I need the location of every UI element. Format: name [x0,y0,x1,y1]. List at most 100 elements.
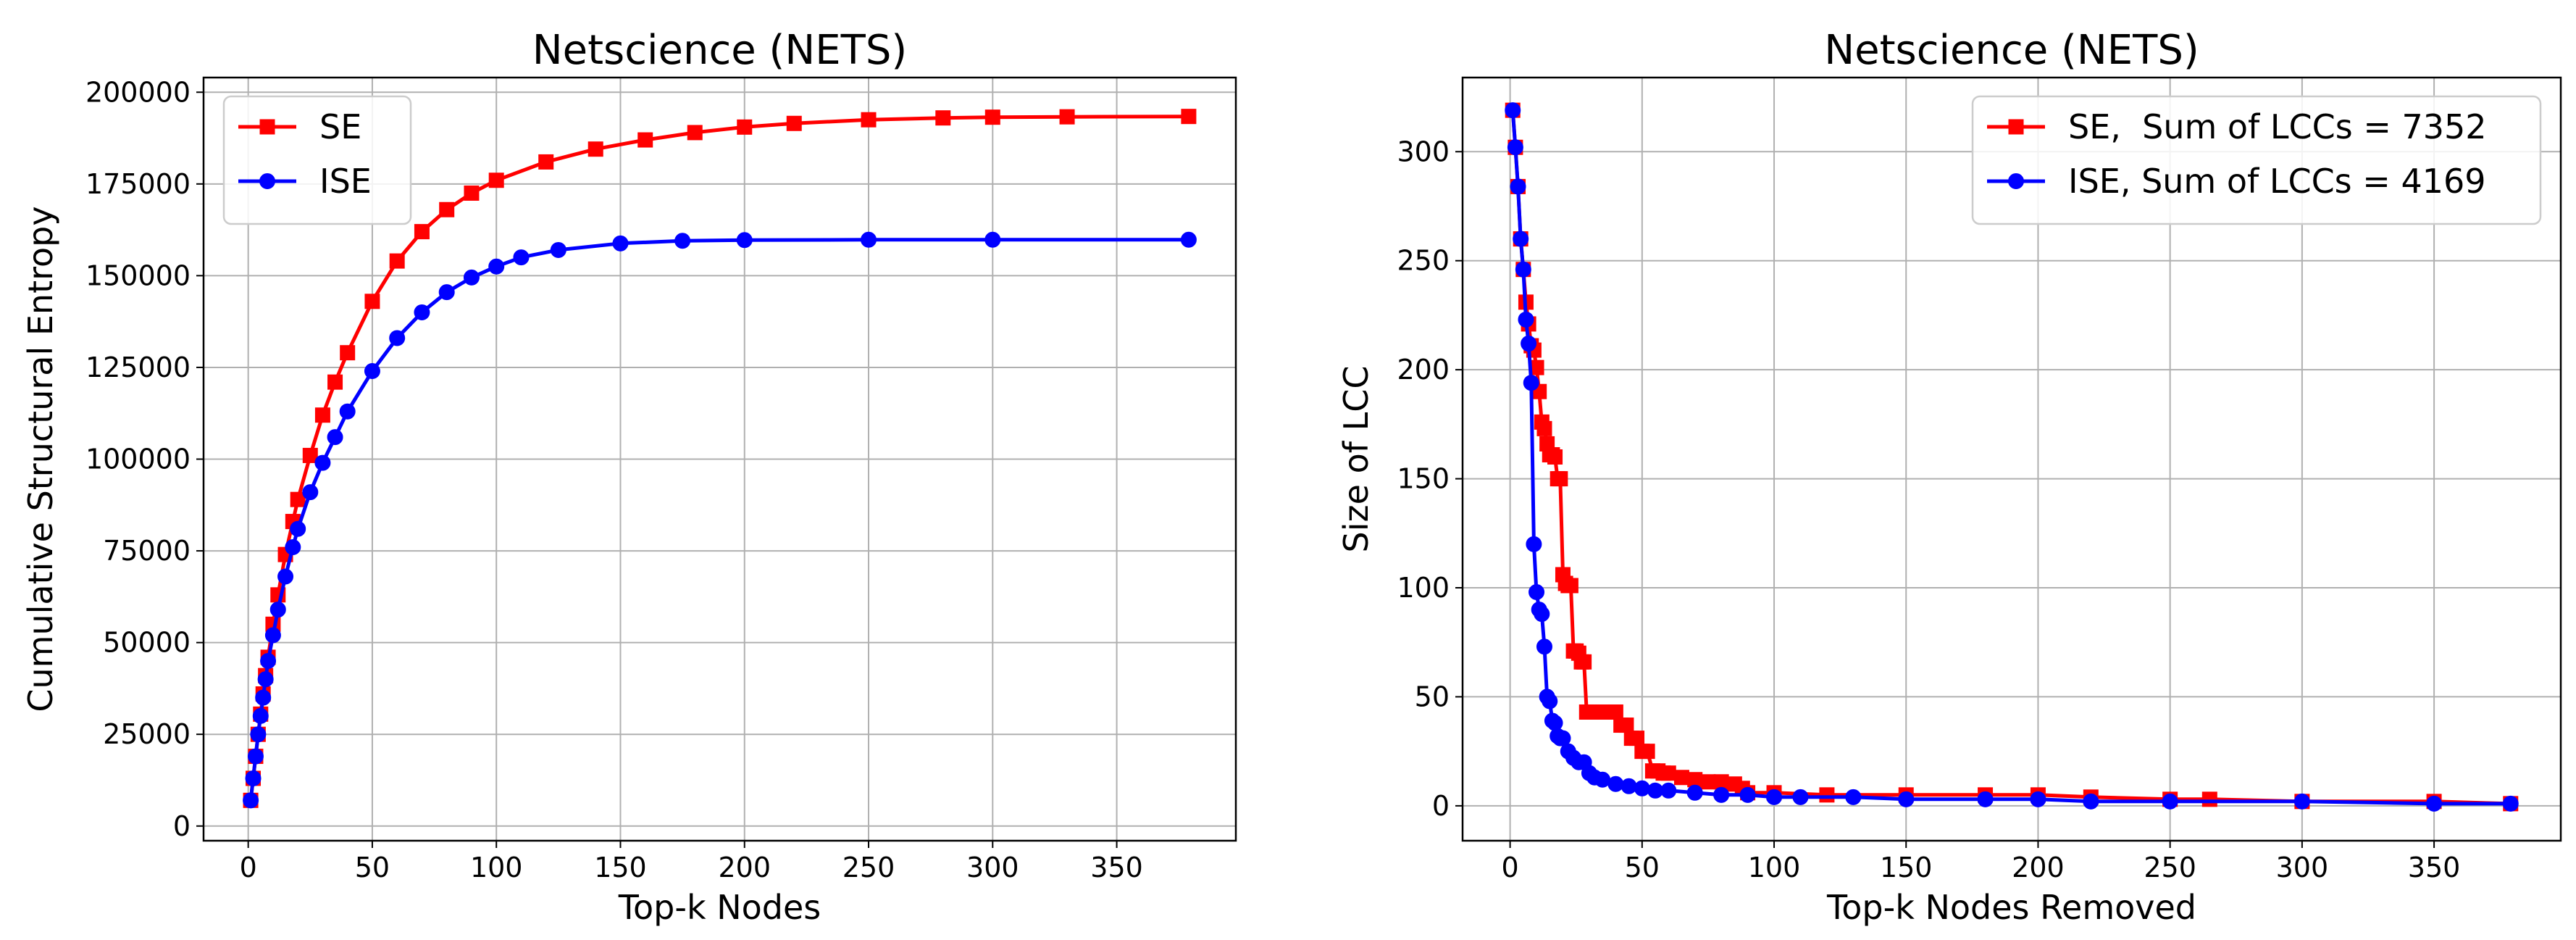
data-point [1607,704,1623,720]
x-tick-label: 50 [355,852,390,883]
data-point [513,249,530,266]
data-point [255,689,272,706]
legend-box [222,95,412,225]
data-point [1521,336,1537,352]
data-point [2201,791,2217,807]
data-point [488,172,504,188]
data-point [1618,718,1634,733]
x-tick-label: 0 [1502,852,1519,883]
data-point [538,154,554,170]
data-point [364,294,380,309]
legend-label: ISE [319,162,372,201]
data-point [1739,786,1756,803]
data-point [1536,639,1552,655]
y-tick-label: 300 [1397,136,1450,167]
x-tick-label: 300 [2276,852,2329,883]
data-point [786,115,802,131]
data-point [1513,230,1529,247]
y-tick-label: 250 [1397,245,1450,277]
data-point [389,253,405,269]
legend: SE ISE [222,95,412,225]
data-point [340,345,356,361]
data-point [1713,774,1729,790]
data-point [1542,693,1558,710]
data-point [1507,139,1523,156]
y-tick-label: 150000 [85,259,191,291]
data-point [1621,778,1637,794]
data-point [674,233,691,249]
legend-marker [259,173,275,189]
data-point [1607,775,1624,792]
legend-marker [2008,173,2024,189]
legend-marker [259,119,275,135]
y-axis-label: Cumulative Structural Entropy [21,206,60,712]
chart-2: 0 50 100 150 200 250 300 350 0 50 100 150 200 250 300 N… [1337,27,2562,927]
x-tick-label: 150 [1880,852,1933,883]
data-point [1563,578,1578,594]
data-point [414,304,430,320]
x-tick-label: 100 [1748,852,1801,883]
data-point [935,110,951,126]
legend-label: ISE, Sum of LCCs = 4169 [2068,162,2486,201]
data-point [984,109,1000,125]
data-point [2293,793,2310,810]
data-point [736,232,753,249]
data-point [550,241,566,258]
data-point [637,132,653,148]
data-point [488,258,505,275]
data-point [260,652,277,669]
legend-box [1971,95,2542,225]
y-tick-label: 75000 [103,535,191,567]
data-point [327,429,343,446]
y-tick-label: 100000 [85,444,191,475]
data-point [364,363,380,379]
x-tick-label: 250 [2144,852,2196,883]
data-point [1594,704,1610,720]
y-tick-label: 175000 [85,168,191,200]
data-point [302,484,319,501]
data-point [1629,731,1645,746]
y-tick-label: 200000 [85,76,191,108]
data-point [1639,744,1655,760]
data-point [302,447,318,463]
data-point [1845,789,1862,805]
data-point [1660,782,1677,799]
data-point [1634,780,1650,796]
data-point [1766,789,1783,805]
legend-label: SE [319,107,361,146]
data-point [1977,791,1994,807]
data-point [314,454,331,471]
y-tick-label: 50000 [103,627,191,659]
data-point [269,602,286,618]
data-point [247,748,264,765]
y-tick-label: 200 [1397,354,1450,386]
y-tick-label: 100 [1397,572,1450,604]
legend: SE, Sum of LCCs = 7352 ISE, Sum of LCCs =… [1971,95,2542,225]
data-point [1660,765,1676,781]
data-point [612,235,629,251]
x-axis-label: Top-k Nodes Removed [1826,888,2196,927]
y-tick-label: 25000 [103,718,191,750]
data-point [463,269,480,286]
data-point [2030,791,2046,807]
data-point [687,125,703,141]
data-point [1700,774,1716,790]
data-point [1505,102,1521,119]
x-tick-label: 250 [842,852,895,883]
data-point [2426,795,2443,812]
data-point [439,201,455,217]
x-tick-label: 150 [594,852,647,883]
data-point [1515,261,1531,278]
data-point [464,185,480,201]
data-point [250,726,267,743]
legend-marker [2008,119,2024,135]
data-point [1686,784,1703,801]
y-tick-label: 0 [1432,790,1450,822]
x-tick-label: 200 [2012,852,2065,883]
data-point [1792,789,1809,805]
x-tick-label: 350 [2408,852,2461,883]
data-point [1510,178,1526,195]
chart-title: Netscience (NETS) [1824,27,2199,74]
y-tick-label: 50 [1415,681,1450,712]
data-point [1536,420,1552,436]
